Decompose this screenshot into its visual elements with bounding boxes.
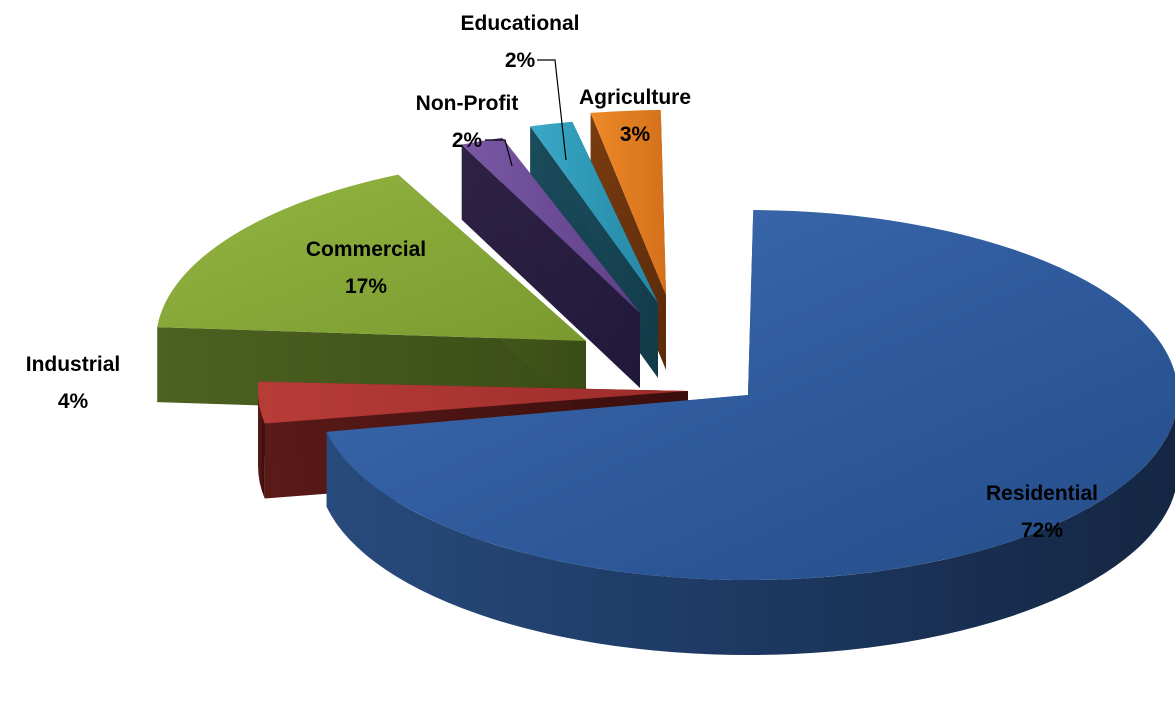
pie-labels: Residential 72% Industrial 4% Commercial 17% N… [26,12,1098,542]
data-label-non-profit-value: 2% [452,129,483,152]
data-label-commercial-value: 17% [345,275,387,298]
data-label-agriculture-category: Agriculture [579,86,691,109]
pie-leader-lines [485,59,567,167]
data-label-commercial-category: Commercial [306,238,426,261]
slice-agriculture-top [590,110,666,295]
data-label-industrial: Industrial 4% [26,353,121,413]
data-label-educational-value: 2% [505,49,536,72]
slice-educational-top [530,121,658,304]
pie-slices [157,110,1175,655]
pie-slice-non-profit [461,137,640,388]
data-label-educational-category: Educational [460,12,579,35]
data-label-industrial-category: Industrial [26,353,121,376]
pie-slice-residential [326,210,1175,655]
slice-industrial-top [257,381,688,424]
data-label-educational: Educational 2% [460,12,579,72]
slice-commercial-top [157,174,586,341]
data-label-agriculture: Agriculture 3% [579,86,691,146]
slice-industrial-side [258,391,265,499]
data-label-commercial: Commercial 17% [306,238,426,298]
data-label-residential: Residential 72% [986,482,1098,542]
data-label-residential-value: 72% [1021,519,1063,542]
slice-non-profit-top [461,137,640,313]
leader-line-educational [537,59,567,161]
data-label-non-profit: Non-Profit 2% [416,92,519,152]
leader-line-non-profit [485,139,513,167]
data-label-residential-category: Residential [986,482,1098,505]
data-label-non-profit-category: Non-Profit [416,92,519,115]
data-label-agriculture-value: 3% [620,123,651,146]
data-label-industrial-value: 4% [58,390,89,413]
slice-residential-side [326,416,1175,655]
slice-residential-top [326,210,1175,580]
